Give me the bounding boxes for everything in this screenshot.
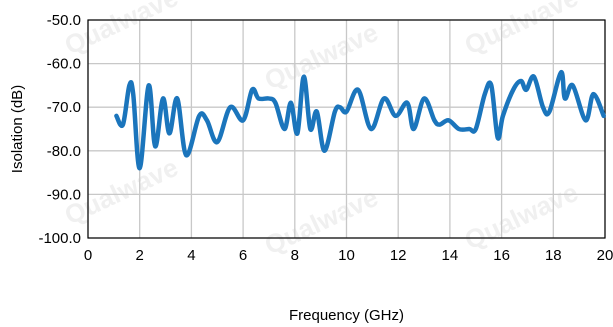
y-tick-label: -90.0 xyxy=(47,186,81,203)
x-tick-label: 12 xyxy=(390,247,407,264)
y-tick-label: -100.0 xyxy=(38,230,81,247)
y-tick-label: -80.0 xyxy=(47,143,81,160)
x-tick-label: 14 xyxy=(442,247,459,264)
y-axis-ticks: -50.0 -60.0 -70.0 -80.0 -90.0 -100.0 xyxy=(38,12,81,247)
x-tick-label: 4 xyxy=(187,247,195,264)
x-tick-label: 10 xyxy=(338,247,355,264)
x-tick-label: 20 xyxy=(597,247,613,264)
x-tick-label: 2 xyxy=(136,247,144,264)
x-tick-label: 8 xyxy=(291,247,299,264)
series-line-isolation xyxy=(114,70,606,171)
x-tick-label: 0 xyxy=(84,247,92,264)
watermark-text: Qualwave xyxy=(460,0,583,60)
y-axis-title: Isolation (dB) xyxy=(9,85,26,173)
watermark-text: Qualwave xyxy=(260,17,383,95)
x-tick-label: 16 xyxy=(493,247,510,264)
plot-area-frame xyxy=(87,19,606,239)
y-tick-label: -50.0 xyxy=(47,12,81,29)
x-axis-ticks: 0 2 4 6 8 10 12 14 16 18 20 xyxy=(84,247,613,264)
watermark-text: Qualwave xyxy=(260,182,383,260)
x-tick-label: 6 xyxy=(239,247,247,264)
y-tick-label: -60.0 xyxy=(47,56,81,73)
x-tick-label: 18 xyxy=(545,247,562,264)
x-axis-title: Frequency (GHz) xyxy=(289,307,404,324)
watermark-text: Qualwave xyxy=(60,0,183,60)
watermark-text: Qualwave xyxy=(460,177,583,255)
y-tick-label: -70.0 xyxy=(47,99,81,116)
